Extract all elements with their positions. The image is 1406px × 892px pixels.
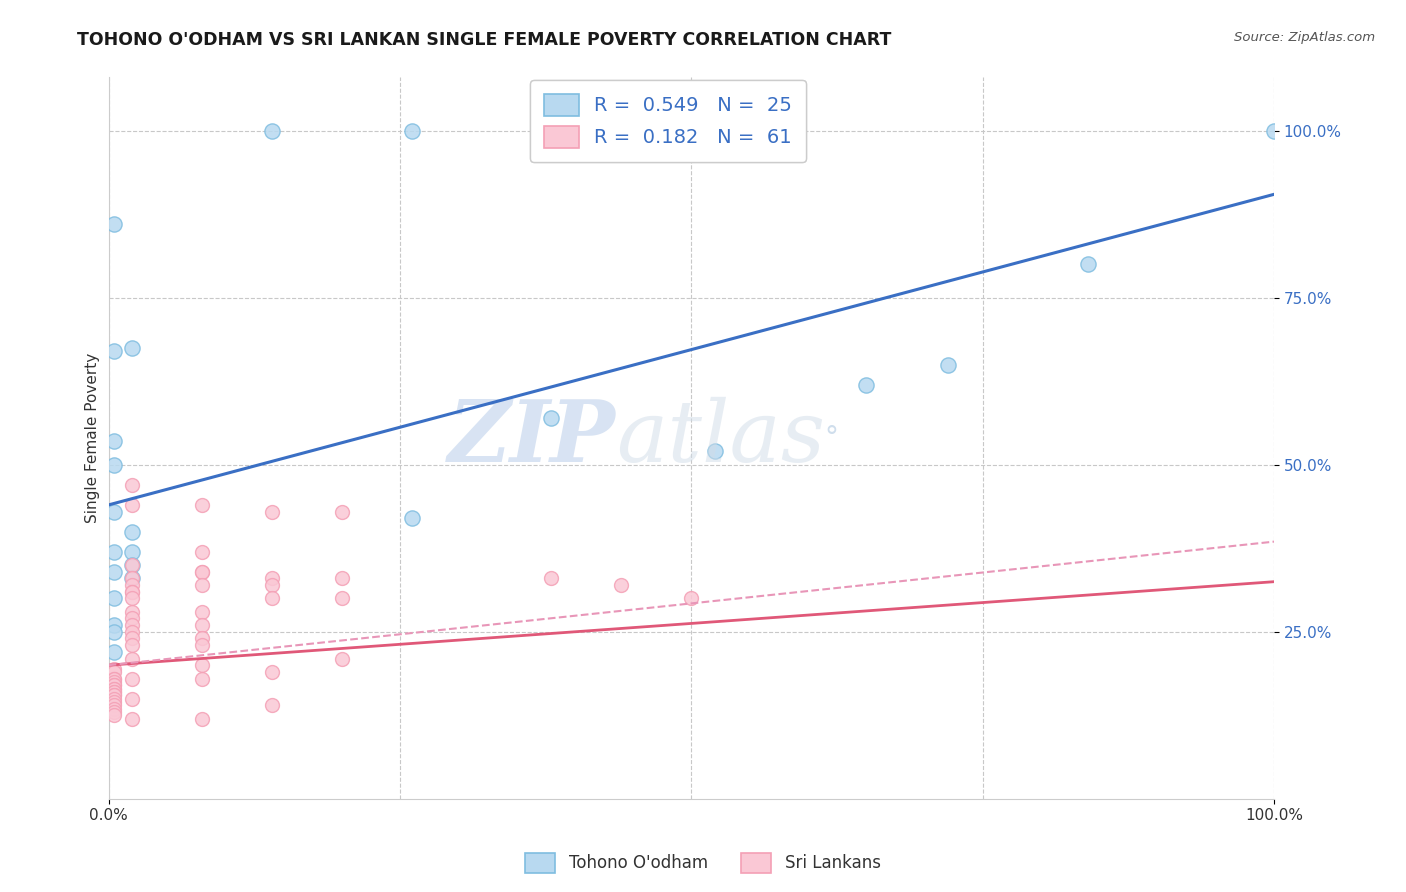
Point — [103, 678, 125, 692]
Point — [330, 651, 353, 665]
Point — [103, 218, 125, 232]
Point — [191, 498, 214, 512]
Point — [103, 691, 125, 706]
Point — [121, 672, 143, 686]
Point — [121, 571, 143, 585]
Text: TOHONO O'ODHAM VS SRI LANKAN SINGLE FEMALE POVERTY CORRELATION CHART: TOHONO O'ODHAM VS SRI LANKAN SINGLE FEMA… — [77, 31, 891, 49]
Point — [260, 578, 283, 592]
Point — [103, 705, 125, 719]
Point — [401, 124, 423, 138]
Point — [121, 691, 143, 706]
Point — [103, 434, 125, 449]
Point — [103, 665, 125, 679]
Point — [260, 571, 283, 585]
Point — [103, 681, 125, 696]
Point — [121, 638, 143, 652]
Point — [121, 605, 143, 619]
Point — [121, 611, 143, 625]
Point — [191, 605, 214, 619]
Point — [401, 511, 423, 525]
Point — [191, 632, 214, 646]
Point — [121, 632, 143, 646]
Point — [103, 681, 125, 696]
Point — [260, 505, 283, 519]
Point — [681, 591, 703, 606]
Point — [191, 638, 214, 652]
Legend: Tohono O'odham, Sri Lankans: Tohono O'odham, Sri Lankans — [519, 847, 887, 880]
Point — [103, 344, 125, 359]
Text: ZIP: ZIP — [447, 396, 616, 480]
Point — [103, 458, 125, 472]
Point — [191, 672, 214, 686]
Point — [260, 124, 283, 138]
Point — [260, 665, 283, 679]
Point — [103, 661, 125, 675]
Point — [103, 688, 125, 702]
Point — [191, 565, 214, 579]
Point — [121, 544, 143, 558]
Point — [191, 565, 214, 579]
Point — [121, 578, 143, 592]
Point — [191, 658, 214, 673]
Point — [330, 505, 353, 519]
Point — [103, 685, 125, 699]
Text: Source: ZipAtlas.com: Source: ZipAtlas.com — [1234, 31, 1375, 45]
Point — [330, 571, 353, 585]
Point — [260, 591, 283, 606]
Point — [103, 701, 125, 715]
Point — [191, 544, 214, 558]
Point — [121, 591, 143, 606]
Point — [703, 444, 725, 458]
Point — [103, 688, 125, 702]
Point — [103, 685, 125, 699]
Point — [121, 558, 143, 572]
Point — [103, 672, 125, 686]
Y-axis label: Single Female Poverty: Single Female Poverty — [86, 353, 100, 524]
Point — [121, 712, 143, 726]
Point — [103, 678, 125, 692]
Point — [103, 674, 125, 689]
Point — [103, 695, 125, 709]
Point — [610, 578, 633, 592]
Point — [121, 558, 143, 572]
Point — [121, 651, 143, 665]
Point — [121, 498, 143, 512]
Point — [121, 341, 143, 355]
Point — [936, 358, 959, 372]
Point — [103, 645, 125, 659]
Point — [121, 571, 143, 585]
Text: °: ° — [824, 424, 838, 452]
Point — [103, 624, 125, 639]
Point — [855, 377, 877, 392]
Text: atlas: atlas — [616, 397, 825, 479]
Point — [121, 478, 143, 492]
Point — [103, 618, 125, 632]
Point — [260, 698, 283, 713]
Point — [121, 624, 143, 639]
Point — [103, 591, 125, 606]
Point — [103, 708, 125, 723]
Point — [191, 578, 214, 592]
Point — [121, 584, 143, 599]
Point — [103, 544, 125, 558]
Point — [103, 672, 125, 686]
Point — [1263, 124, 1285, 138]
Point — [191, 618, 214, 632]
Point — [121, 618, 143, 632]
Point — [103, 698, 125, 713]
Point — [121, 524, 143, 539]
Point — [121, 584, 143, 599]
Point — [540, 411, 562, 425]
Point — [1077, 257, 1099, 271]
Point — [191, 712, 214, 726]
Point — [330, 591, 353, 606]
Point — [103, 505, 125, 519]
Point — [103, 565, 125, 579]
Legend: R =  0.549   N =  25, R =  0.182   N =  61: R = 0.549 N = 25, R = 0.182 N = 61 — [530, 80, 806, 161]
Point — [540, 571, 562, 585]
